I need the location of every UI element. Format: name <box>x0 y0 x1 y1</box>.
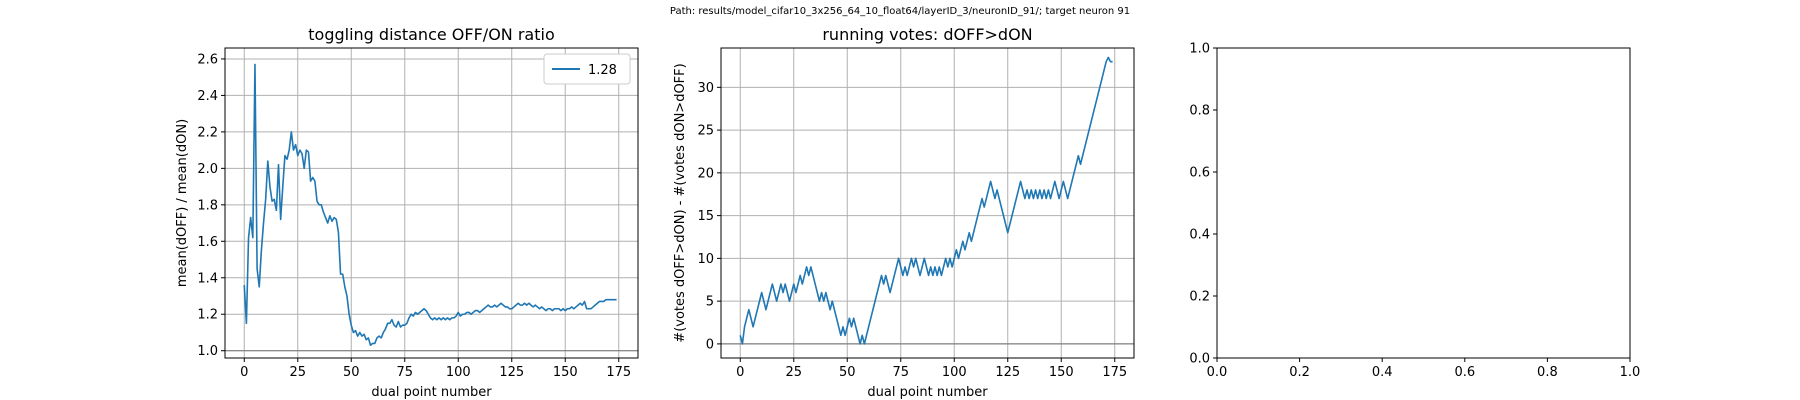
x-tick-label: 0.2 <box>1289 365 1310 380</box>
chart-toggling-distance-ratio: 0 25 50 75 100 125 150 175 1.0 1.2 1.4 1.6 1.8 2.0 2.2… <box>175 25 639 400</box>
y-axis-label: #(votes dOFF>dON) - #(votes dON>dOFF) <box>673 63 688 342</box>
chart-title: running votes: dOFF>dON <box>822 25 1032 44</box>
x-tick-label: 1.0 <box>1620 365 1641 380</box>
series-line <box>739 56 1113 345</box>
legend-box <box>543 53 631 85</box>
axes-frame <box>224 47 639 359</box>
axes-frame <box>1216 47 1631 359</box>
y-tick-label: 0.8 <box>1189 104 1210 119</box>
x-tick-label: 25 <box>289 365 306 380</box>
y-tick-label: 1.4 <box>197 271 218 286</box>
y-tick-label: 0.2 <box>1189 290 1210 305</box>
y-tick-label: 2.2 <box>197 125 218 140</box>
x-tick-label: 0.4 <box>1372 365 1393 380</box>
y-tick-label: 10 <box>697 252 714 267</box>
x-tick-label: 175 <box>606 365 631 380</box>
x-tick-label: 150 <box>553 365 578 380</box>
x-tick-label: 0.6 <box>1454 365 1475 380</box>
x-axis-label: dual point number <box>867 385 988 400</box>
x-tick-label: 0 <box>736 365 744 380</box>
y-tick-label: 2.6 <box>197 52 218 67</box>
y-tick-label: 1.8 <box>197 198 218 213</box>
chart-running-votes: 0 25 50 75 100 125 150 175 0 5 10 15 20 25 30 running v… <box>673 25 1135 400</box>
x-tick-label: 100 <box>942 365 967 380</box>
x-tick-label: 0 <box>240 365 248 380</box>
y-tick-label: 20 <box>697 166 714 181</box>
y-tick-label: 25 <box>697 124 714 139</box>
x-tick-label: 75 <box>396 365 413 380</box>
y-tick-label: 15 <box>697 209 714 224</box>
x-tick-label: 100 <box>446 365 471 380</box>
legend-label: 1.28 <box>588 63 617 78</box>
x-tick-label: 0.0 <box>1207 365 1228 380</box>
y-tick-label: 2.4 <box>197 89 218 104</box>
x-tick-label: 150 <box>1049 365 1074 380</box>
axes-frame <box>720 47 1135 359</box>
x-tick-label: 25 <box>785 365 802 380</box>
chart-empty-axes: 0.0 0.2 0.4 0.6 0.8 1.0 0.0 0.2 0.4 0.6 0.8 1.0 <box>1189 42 1640 381</box>
x-tick-label: 175 <box>1102 365 1127 380</box>
y-tick-label: 1.0 <box>197 344 218 359</box>
x-tick-label: 50 <box>343 365 360 380</box>
x-tick-label: 125 <box>499 365 524 380</box>
y-tick-label: 30 <box>697 81 714 96</box>
y-tick-label: 1.6 <box>197 235 218 250</box>
y-tick-label: 2.0 <box>197 162 218 177</box>
y-tick-label: 1.2 <box>197 308 218 323</box>
y-tick-label: 0.4 <box>1189 228 1210 243</box>
y-tick-label: 0.0 <box>1189 352 1210 367</box>
x-axis-label: dual point number <box>371 385 492 400</box>
y-tick-label: 0.6 <box>1189 166 1210 181</box>
x-tick-label: 125 <box>995 365 1020 380</box>
series-line <box>243 63 617 347</box>
y-axis-label: mean(dOFF) / mean(dON) <box>175 119 190 287</box>
figure-suptitle: Path: results/model_cifar10_3x256_64_10_… <box>669 6 1131 17</box>
x-tick-label: 50 <box>839 365 856 380</box>
x-tick-label: 75 <box>892 365 909 380</box>
y-tick-label: 5 <box>706 295 714 310</box>
chart-title: toggling distance OFF/ON ratio <box>308 25 554 44</box>
y-tick-label: 0 <box>706 337 714 352</box>
x-tick-label: 0.8 <box>1537 365 1558 380</box>
y-tick-label: 1.0 <box>1189 42 1210 57</box>
